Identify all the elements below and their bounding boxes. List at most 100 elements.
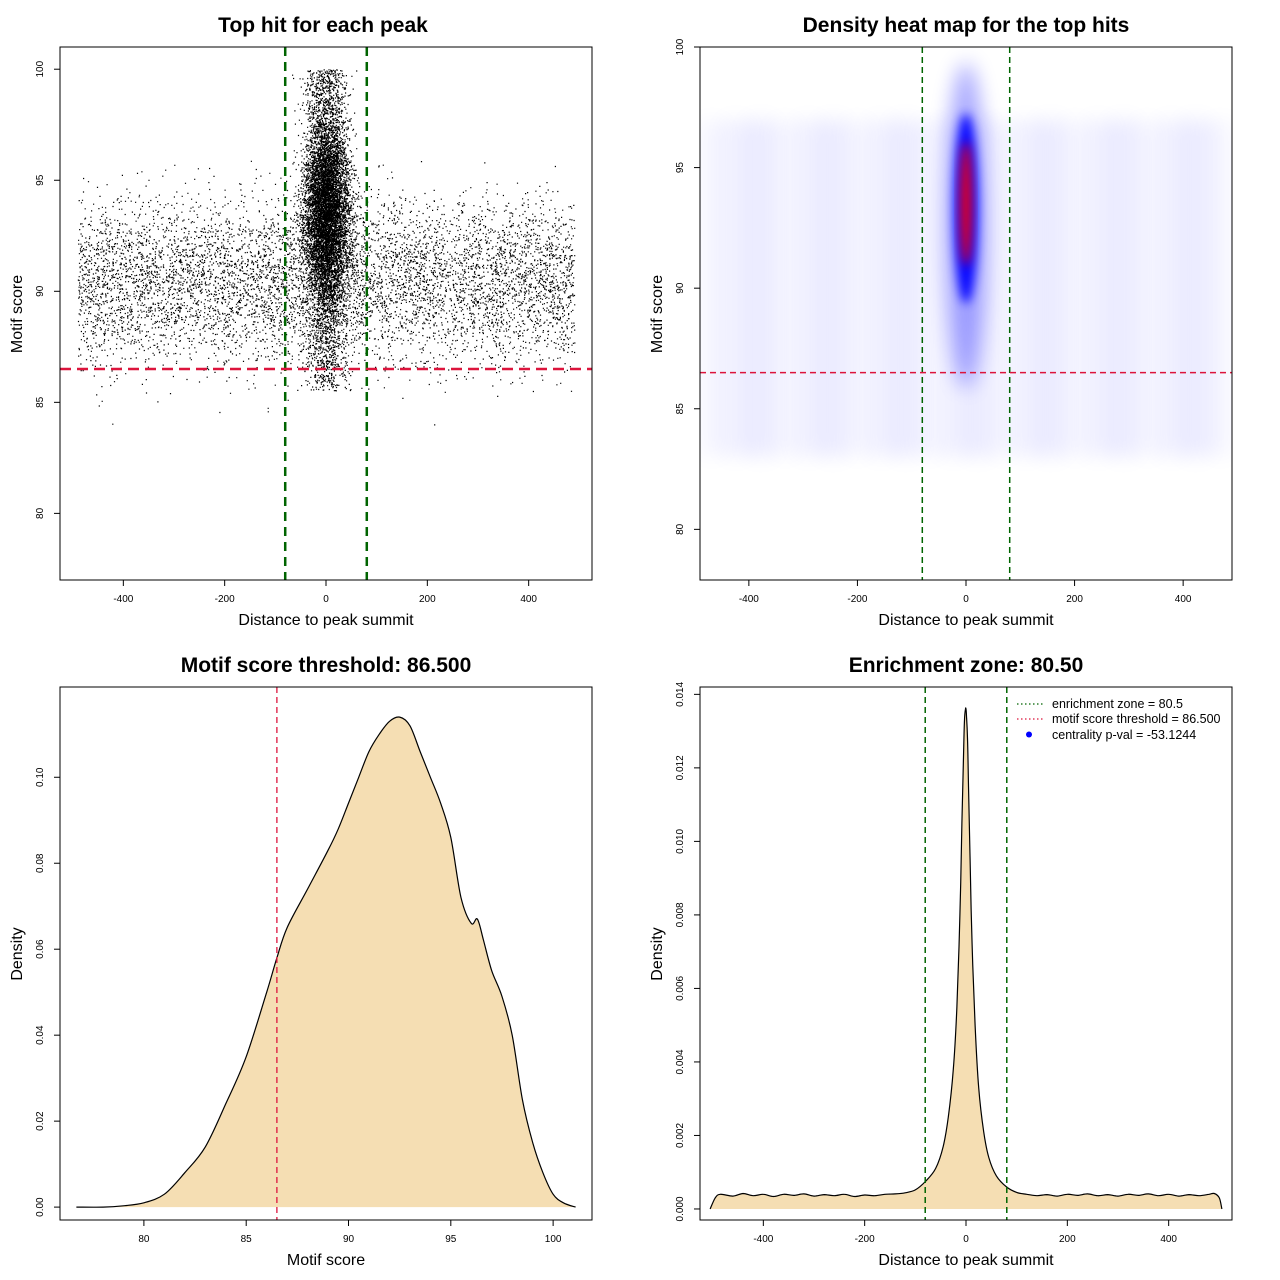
x-tick-label: -400 [739,594,759,605]
chart-title: Enrichment zone: 80.50 [849,654,1084,677]
y-axis: 0.000 0.002 0.004 0.006 0.008 0.010 0.012 0.014 [675,681,700,1221]
heatmap-panel: Density heat map for the top hits -400 -2… [649,14,1234,629]
heat-cell [988,119,1016,457]
x-tick-label: -400 [753,1234,773,1245]
chart-title: Density heat map for the top hits [803,14,1130,37]
heat-cell [891,119,920,458]
y-axis: 0.00 0.02 0.04 0.06 0.08 0.10 [35,767,60,1217]
density-curve [709,707,1223,1210]
reference-lines [60,47,592,580]
heat-cell [1036,119,1065,458]
x-axis: -400 -200 0 200 400 [113,580,537,605]
x-axis: -400 -200 0 200 400 [753,1220,1177,1245]
y-tick-label: 0.004 [675,1049,686,1074]
y-tick-label: 95 [35,174,46,186]
chart-title: Top hit for each peak [218,14,428,37]
x-tick-label: 95 [445,1234,457,1245]
y-tick-label: 90 [35,285,46,297]
legend: enrichment zone = 80.5 motif score thres… [1017,697,1221,742]
y-axis-label: Density [9,927,26,980]
x-axis-label: Distance to peak summit [878,1252,1054,1269]
legend-threshold-label: motif score threshold = 86.500 [1052,712,1221,726]
heat-cell [746,119,775,458]
reference-lines [924,687,1008,1220]
legend-enrichment-label: enrichment zone = 80.5 [1052,697,1183,711]
heat-hotspot [960,141,972,266]
scatter-points [77,69,576,426]
x-axis: -400 -200 0 200 400 [739,580,1192,605]
heat-cell [819,119,847,458]
y-tick-label: 80 [35,507,46,519]
x-tick-label: -200 [215,594,235,605]
x-tick-label: 400 [520,594,537,605]
y-axis-label: Density [649,927,666,980]
x-tick-label: -200 [847,594,867,605]
y-tick-label: 0.10 [35,767,46,787]
heat-cell [794,119,823,458]
distance-density-panel: Enrichment zone: 80.50 -400 -200 0 200 400 0… [649,654,1233,1269]
x-axis-label: Distance to peak summit [238,612,414,629]
heat-cell [1109,119,1138,458]
x-tick-label: 80 [138,1234,150,1245]
reference-lines [700,47,1232,580]
heat-cell [1061,119,1089,457]
heat-cell [916,119,944,457]
chart-title: Motif score threshold: 86.500 [181,654,472,677]
heat-cell [1085,119,1113,458]
y-tick-label: 0.04 [35,1025,46,1045]
heat-cell [698,119,726,457]
y-tick-label: 85 [35,396,46,408]
y-axis: 80 85 90 95 100 [675,38,700,535]
y-tick-label: 85 [675,403,686,415]
x-tick-label: -400 [113,594,133,605]
heat-cell [722,119,751,458]
y-axis-label: Motif score [9,275,26,353]
x-tick-label: 0 [963,594,969,605]
x-tick-label: 400 [1160,1234,1177,1245]
y-tick-label: 0.06 [35,939,46,959]
x-tick-label: 200 [1059,1234,1076,1245]
x-tick-label: 0 [323,594,329,605]
y-axis: 80 85 90 95 100 [35,60,60,519]
heat-cell [1133,119,1161,457]
y-tick-label: 90 [675,282,686,294]
x-tick-label: 85 [241,1234,253,1245]
x-axis-label: Distance to peak summit [878,612,1054,629]
density-line [76,716,576,1208]
x-tick-label: 100 [545,1234,562,1245]
legend-centrality-point [1026,731,1032,738]
y-tick-label: 0.006 [675,975,686,1000]
x-tick-label: 0 [963,1234,969,1245]
y-tick-label: 0.00 [35,1197,46,1217]
x-tick-label: 90 [343,1234,355,1245]
score-density-panel: Motif score threshold: 86.500 80 85 90 95 10… [9,654,593,1269]
heat-cell [1206,119,1234,457]
x-tick-label: 200 [419,594,436,605]
y-tick-label: 80 [675,523,686,535]
y-tick-label: 0.010 [675,828,686,853]
legend-centrality-label: centrality p-val = -53.1244 [1052,728,1196,742]
density-curve [76,716,576,1208]
heat-cell [1012,119,1041,458]
heat-cell [771,119,799,457]
y-tick-label: 0.002 [675,1123,686,1148]
density-line [709,707,1223,1210]
scatter-point-cloud [77,69,576,426]
x-tick-label: 200 [1066,594,1083,605]
x-tick-label: 400 [1175,594,1192,605]
heat-cell [1157,119,1186,458]
heat-cell [843,119,871,457]
x-tick-label: -200 [855,1234,875,1245]
y-tick-label: 95 [675,162,686,174]
y-tick-label: 0.000 [675,1196,686,1221]
y-tick-label: 0.014 [675,681,686,706]
y-tick-label: 0.02 [35,1111,46,1131]
y-tick-label: 0.08 [35,853,46,873]
y-tick-label: 0.008 [675,902,686,927]
y-tick-label: 0.012 [675,755,686,780]
y-axis-label: Motif score [649,275,666,353]
density-area [710,707,1222,1209]
y-tick-label: 100 [35,60,46,77]
y-tick-label: 100 [675,38,686,55]
